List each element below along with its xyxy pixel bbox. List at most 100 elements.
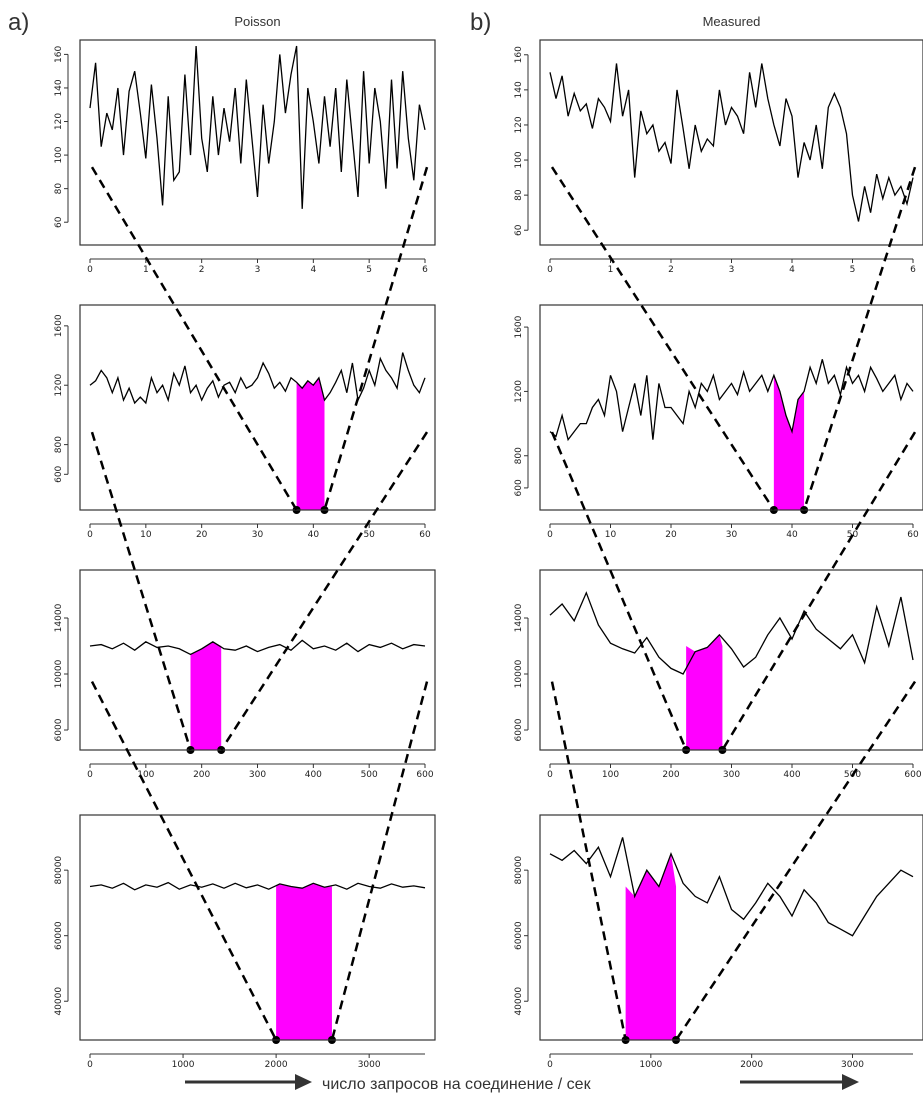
y-tick-label: 80 — [54, 183, 64, 195]
x-tick-label: 2 — [668, 265, 674, 275]
plot-frame — [540, 40, 923, 245]
plot-frame — [80, 305, 435, 510]
y-tick-label: 60 — [514, 224, 524, 236]
x-tick-label: 5 — [850, 265, 856, 275]
y-tick-label: 140 — [514, 81, 524, 98]
zoom-connector-right — [722, 432, 915, 750]
y-tick-label: 800 — [54, 436, 64, 453]
x-tick-label: 400 — [783, 770, 800, 780]
x-tick-label: 40 — [786, 530, 798, 540]
x-tick-label: 300 — [723, 770, 740, 780]
series-line — [550, 64, 913, 222]
zoom-connector-right — [325, 167, 428, 510]
x-tick-label: 300 — [249, 770, 266, 780]
x-tick-label: 60 — [907, 530, 919, 540]
x-tick-label: 6 — [422, 265, 428, 275]
series-line — [550, 359, 913, 439]
x-tick-label: 10 — [140, 530, 152, 540]
y-tick-label: 1600 — [54, 314, 64, 337]
panel-a-label: a) — [8, 9, 29, 36]
x-tick-label: 0 — [547, 1060, 553, 1070]
caption: число запросов на соединение / сек — [322, 1076, 592, 1093]
panel-b-label: b) — [470, 9, 491, 36]
panel-b4: 0 1000 2000 3000 40000 60000 80000 — [514, 815, 923, 1070]
x-tick-label: 100 — [137, 770, 154, 780]
x-tick-label: 100 — [602, 770, 619, 780]
x-tick-label: 6 — [910, 265, 916, 275]
y-tick-label: 6000 — [54, 718, 64, 741]
panel-b3: 010020030040050060060001000014000 — [514, 570, 923, 780]
y-tick-label: 14000 — [54, 603, 64, 632]
x-tick-label: 2 — [199, 265, 205, 275]
y-tick-label: 80 — [514, 189, 524, 201]
y-tick-label: 140 — [54, 79, 64, 96]
x-tick-label: 3000 — [358, 1060, 381, 1070]
chart-title: Measured — [703, 14, 761, 29]
x-tick-label: 3 — [729, 265, 735, 275]
y-tick-label: 160 — [514, 46, 524, 63]
y-tick-label: 100 — [514, 151, 524, 168]
highlight-block — [297, 378, 325, 510]
plot-frame — [540, 305, 923, 510]
y-tick-label: 600 — [514, 479, 524, 496]
y-tick-label: 600 — [54, 465, 64, 482]
y-tick-label: 60000 — [514, 921, 524, 950]
x-tick-label: 200 — [662, 770, 679, 780]
zoom-connector-left — [552, 167, 774, 510]
x-tick-label: 4 — [310, 265, 316, 275]
x-tick-label: 1 — [608, 265, 614, 275]
zoom-connector-right — [332, 682, 427, 1040]
x-tick-label: 40 — [308, 530, 320, 540]
series-line — [550, 837, 913, 935]
x-tick-label: 1000 — [172, 1060, 195, 1070]
x-tick-label: 200 — [193, 770, 210, 780]
x-tick-label: 10 — [605, 530, 617, 540]
series-line — [90, 46, 425, 209]
y-tick-label: 10000 — [54, 659, 64, 688]
panel-a2: 0 10 20 30 40 50 60 600 800 1200 1600 — [54, 305, 435, 540]
x-tick-label: 3000 — [841, 1060, 864, 1070]
series-line — [550, 593, 913, 674]
x-tick-label: 0 — [547, 770, 553, 780]
y-tick-label: 120 — [514, 116, 524, 133]
y-tick-label: 80000 — [514, 856, 524, 885]
highlight-block — [774, 375, 804, 510]
x-tick-label: 20 — [665, 530, 677, 540]
x-tick-label: 2000 — [740, 1060, 763, 1070]
highlight-block — [626, 854, 676, 1040]
x-tick-label: 3 — [255, 265, 261, 275]
y-tick-label: 800 — [514, 447, 524, 464]
x-tick-label: 4 — [789, 265, 795, 275]
x-tick-label: 0 — [87, 1060, 93, 1070]
zoom-connector-left — [92, 432, 191, 750]
x-tick-label: 0 — [87, 265, 93, 275]
x-tick-label: 50 — [363, 530, 375, 540]
x-tick-label: 600 — [904, 770, 921, 780]
panel-a3: 0 100 200 300 400 500 60060001000014000 — [54, 570, 435, 780]
x-tick-label: 30 — [252, 530, 264, 540]
x-tick-label: 1000 — [639, 1060, 662, 1070]
panel-a4: 0 1000 2000 3000 40000 60000 80000 — [54, 815, 435, 1070]
x-tick-label: 2000 — [265, 1060, 288, 1070]
x-tick-label: 20 — [196, 530, 208, 540]
y-tick-label: 40000 — [54, 987, 64, 1016]
y-tick-label: 1200 — [514, 380, 524, 403]
x-tick-label: 1 — [143, 265, 149, 275]
chart-title: Poisson — [234, 14, 280, 29]
y-tick-label: 1200 — [54, 374, 64, 397]
y-tick-label: 40000 — [514, 987, 524, 1016]
highlight-block — [276, 883, 332, 1040]
y-tick-label: 6000 — [514, 718, 524, 741]
series-line — [90, 640, 425, 654]
x-tick-label: 0 — [547, 530, 553, 540]
y-tick-label: 60 — [54, 216, 64, 228]
highlight-block — [686, 635, 722, 750]
zoom-connector-left — [552, 682, 626, 1040]
x-tick-label: 500 — [361, 770, 378, 780]
x-tick-label: 5 — [366, 265, 372, 275]
series-line — [90, 883, 425, 890]
x-tick-label: 0 — [87, 530, 93, 540]
series-line — [90, 353, 425, 403]
